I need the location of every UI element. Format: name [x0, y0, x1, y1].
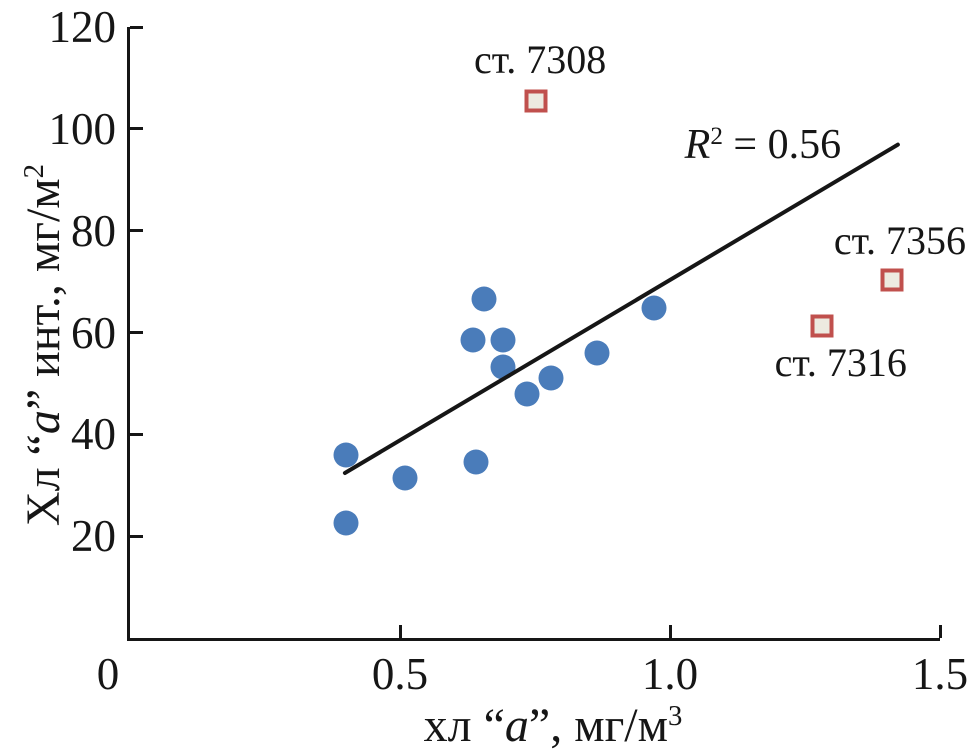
x-tick-label: 1.0: [641, 649, 699, 699]
x-tick-label: 0.5: [371, 649, 429, 699]
trendline: [342, 142, 900, 476]
station-label: ст. 7316: [774, 339, 907, 385]
y-tick-label: 60: [71, 307, 116, 358]
plain-text: хл “: [423, 699, 505, 752]
outlier-point-square: [524, 89, 548, 113]
x-tick-label: 0: [96, 649, 120, 699]
outlier-point-square: [810, 314, 834, 338]
y-tick-mark: [130, 229, 143, 233]
italic-text: a: [504, 699, 529, 752]
plot-area: ст. 7308 ст. 7356 ст. 7316 R2 = 0.56: [127, 25, 966, 641]
y-tick-label: 80: [71, 205, 116, 256]
data-point-circle: [584, 340, 610, 366]
data-point-circle: [333, 442, 359, 468]
x-tick-label: 1.5: [911, 649, 969, 699]
y-tick-label: 120: [48, 2, 117, 52]
station-label: ст. 7308: [473, 36, 607, 82]
r-squared-annotation: R2 = 0.56: [685, 124, 841, 166]
data-point-circle: [514, 381, 540, 407]
data-point-circle: [333, 510, 359, 536]
plain-text: = 0.56: [722, 122, 842, 169]
x-axis-title: хл “a”, мг/м3: [424, 702, 683, 750]
x-tick-mark: [668, 625, 672, 638]
plain-text: ”, мг/м: [528, 699, 668, 752]
y-tick-label: 40: [71, 409, 116, 460]
y-tick-label: 20: [71, 511, 116, 562]
y-tick-mark: [130, 127, 143, 131]
superscript-text: 2: [18, 163, 51, 179]
station-label: ст. 7356: [833, 218, 967, 264]
data-point-circle: [490, 327, 516, 353]
outlier-point-square: [880, 268, 904, 292]
italic-text: R: [684, 122, 711, 169]
x-tick-mark: [938, 625, 942, 638]
superscript-text: 2: [710, 123, 723, 151]
superscript-text: 3: [667, 700, 683, 733]
y-tick-mark: [130, 534, 143, 538]
data-point-circle: [463, 449, 489, 475]
y-tick-label: 100: [48, 103, 117, 154]
y-tick-mark: [130, 432, 143, 436]
data-point-circle: [641, 295, 667, 321]
data-point-circle: [471, 286, 497, 312]
trendline-layer: [342, 142, 900, 476]
y-tick-mark: [130, 331, 143, 334]
data-point-circle: [538, 365, 564, 391]
data-point-circle: [392, 465, 418, 491]
x-tick-mark: [398, 625, 402, 638]
data-point-circle: [460, 327, 486, 353]
y-tick-mark: [130, 25, 143, 29]
